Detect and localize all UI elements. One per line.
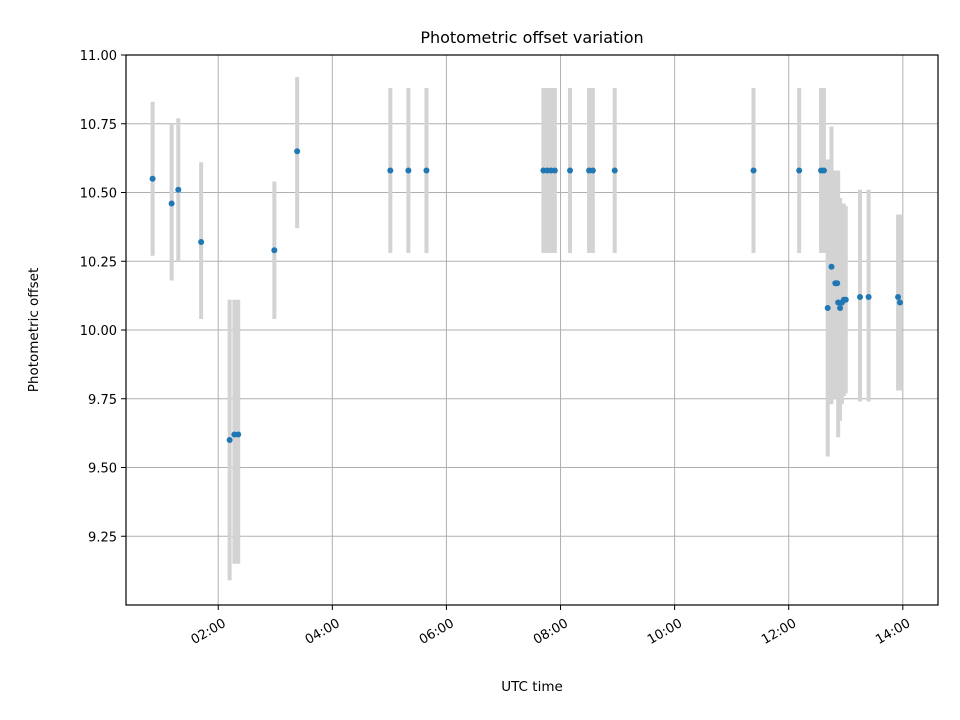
- data-point: [857, 294, 864, 300]
- y-axis-label: Photometric offset: [26, 268, 42, 392]
- axis-ticks: 02:00 04:00 06:00 08:00 10:00 12:00 14:00 9.25 9…: [80, 49, 913, 648]
- data-point: [837, 305, 844, 311]
- data-point: [551, 167, 558, 174]
- y-tick-label: 10.50: [80, 187, 117, 202]
- data-point: [842, 296, 849, 303]
- errorbar-series: [150, 77, 902, 581]
- x-axis-label: UTC time: [501, 679, 563, 695]
- data-point: [405, 167, 412, 174]
- y-tick-label: 9.25: [88, 530, 117, 545]
- data-point: [896, 299, 903, 306]
- data-point: [226, 437, 233, 443]
- x-tick-label: 06:00: [417, 616, 457, 648]
- x-tick-label: 14:00: [873, 616, 913, 648]
- point-series: [149, 148, 903, 443]
- grid-lines: [126, 54, 938, 605]
- data-point: [834, 280, 841, 287]
- y-tick-label: 10.00: [80, 324, 117, 339]
- data-point: [271, 247, 278, 254]
- data-point: [387, 167, 394, 174]
- data-point: [175, 186, 182, 193]
- data-point: [423, 167, 430, 174]
- data-point: [198, 239, 205, 245]
- y-tick-label: 9.50: [88, 462, 117, 477]
- x-tick-label: 08:00: [531, 616, 571, 648]
- data-point: [828, 263, 835, 270]
- data-point: [796, 167, 803, 174]
- x-tick-label: 02:00: [189, 616, 229, 648]
- data-point: [865, 294, 872, 300]
- x-tick-label: 10:00: [645, 616, 685, 648]
- chart-title: Photometric offset variation: [420, 28, 643, 47]
- x-tick-label: 04:00: [303, 616, 343, 648]
- data-point: [294, 148, 301, 155]
- data-point: [895, 294, 902, 300]
- x-tick-label: 12:00: [759, 616, 799, 648]
- data-point: [750, 167, 757, 174]
- data-point: [589, 167, 596, 174]
- y-tick-label: 10.75: [80, 118, 117, 133]
- y-tick-label: 10.25: [80, 255, 117, 270]
- data-point: [235, 431, 242, 438]
- y-tick-label: 9.75: [88, 393, 117, 408]
- y-tick-label: 11.00: [80, 49, 117, 64]
- data-point: [820, 167, 827, 174]
- data-point: [611, 167, 618, 174]
- data-point: [567, 167, 574, 174]
- data-point: [149, 175, 156, 182]
- data-point: [824, 305, 831, 311]
- data-point: [168, 200, 175, 207]
